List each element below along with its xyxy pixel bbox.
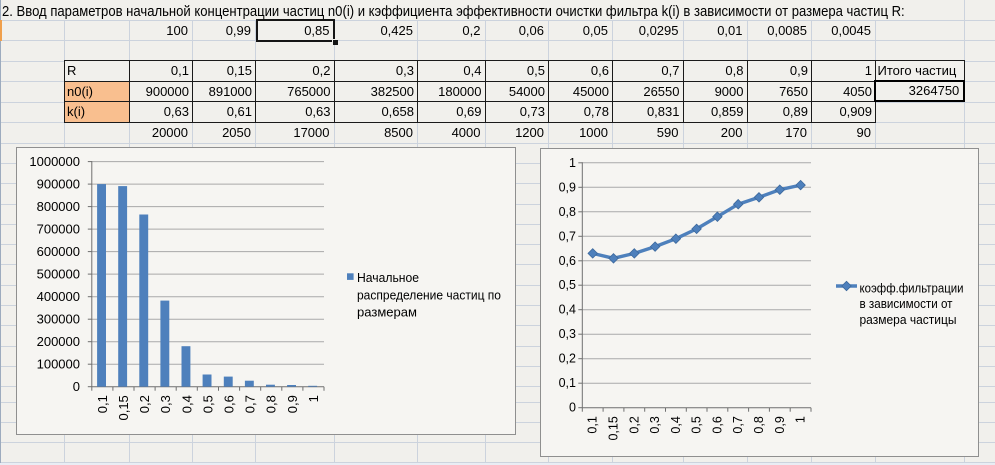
svg-text:0,2: 0,2 [559,352,576,366]
svg-text:500000: 500000 [37,266,80,281]
svg-text:1000000: 1000000 [29,154,80,169]
svg-text:0,6: 0,6 [559,254,576,268]
svg-text:0,15: 0,15 [607,416,621,440]
svg-text:в зависимости от: в зависимости от [860,296,953,311]
svg-text:0,7: 0,7 [559,229,576,243]
svg-text:0,5: 0,5 [690,416,704,433]
svg-text:0,4: 0,4 [559,303,576,317]
svg-text:0,7: 0,7 [243,395,258,413]
svg-text:0,6: 0,6 [222,395,237,413]
svg-text:0,3: 0,3 [648,416,662,433]
svg-text:1: 1 [794,416,808,423]
svg-text:0,8: 0,8 [264,395,279,413]
svg-text:0,1: 0,1 [95,395,110,413]
svg-text:1: 1 [306,395,321,402]
svg-text:0,1: 0,1 [559,376,576,390]
svg-text:0,2: 0,2 [137,395,152,413]
svg-text:300000: 300000 [37,311,80,326]
svg-text:0,9: 0,9 [559,180,576,194]
svg-text:0,5: 0,5 [559,278,576,292]
svg-text:0: 0 [73,379,80,394]
svg-text:0,9: 0,9 [773,416,787,433]
svg-text:0,3: 0,3 [158,395,173,413]
svg-text:0,4: 0,4 [669,416,683,433]
svg-text:700000: 700000 [37,221,80,236]
svg-text:0,5: 0,5 [200,395,215,413]
svg-text:распределение частиц по: распределение частиц по [357,287,501,302]
svg-text:0,4: 0,4 [179,395,194,413]
svg-text:0,1: 0,1 [586,416,600,433]
svg-text:900000: 900000 [37,176,80,191]
svg-text:100000: 100000 [37,356,80,371]
svg-text:0,6: 0,6 [710,416,724,433]
svg-text:0,3: 0,3 [559,327,576,341]
svg-text:Начальное: Начальное [357,270,419,285]
svg-text:0,15: 0,15 [116,395,131,420]
svg-text:0,9: 0,9 [285,395,300,413]
svg-text:1: 1 [569,156,576,170]
svg-text:600000: 600000 [37,244,80,259]
svg-text:0,7: 0,7 [731,416,745,433]
svg-text:200000: 200000 [37,334,80,349]
svg-text:0,8: 0,8 [559,205,576,219]
svg-text:400000: 400000 [37,289,80,304]
svg-text:800000: 800000 [37,199,80,214]
svg-text:размера частицы: размера частицы [860,312,957,327]
svg-text:размерам: размерам [357,304,417,319]
svg-text:0,8: 0,8 [752,416,766,433]
svg-text:0,2: 0,2 [627,416,641,433]
svg-text:0: 0 [569,401,576,415]
svg-text:коэфф.фильтрации: коэфф.фильтрации [860,281,964,296]
